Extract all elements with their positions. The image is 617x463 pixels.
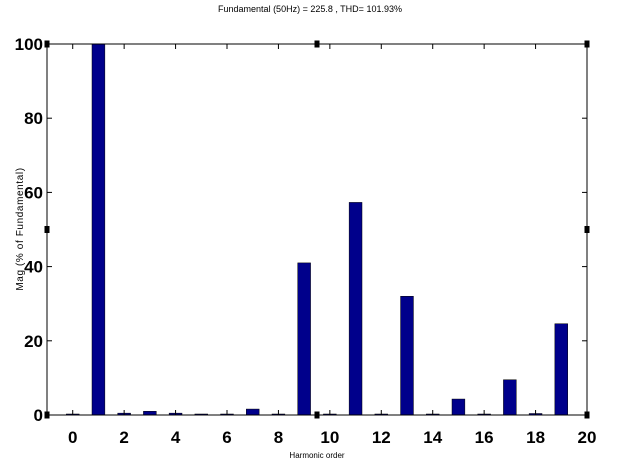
y-tick-label-0: 0: [34, 406, 43, 425]
selection-handles[interactable]: [44, 40, 590, 419]
x-tick-label-18: 18: [526, 428, 545, 447]
resize-handle-6[interactable]: [314, 411, 320, 419]
resize-handle-5[interactable]: [44, 411, 50, 419]
x-tick-label-4: 4: [171, 428, 181, 447]
x-axis-label: Harmonic order: [289, 451, 344, 460]
x-tick-label-16: 16: [475, 428, 494, 447]
x-tick-label-10: 10: [320, 428, 339, 447]
y-tick-label-80: 80: [24, 109, 43, 128]
bar-7: [246, 408, 260, 416]
bar-1: [91, 43, 106, 416]
x-tick-label-8: 8: [274, 428, 283, 447]
bar-9: [297, 262, 311, 416]
x-tick-label-0: 0: [68, 428, 77, 447]
resize-handle-4[interactable]: [584, 226, 590, 233]
y-axis-label: Mag (% of Fundamental): [15, 167, 26, 290]
plot-frame: [46, 43, 588, 416]
x-tick-label-14: 14: [423, 428, 442, 447]
y-tick-label-100: 100: [15, 35, 43, 54]
bar-3: [143, 411, 157, 416]
resize-handle-1[interactable]: [314, 40, 320, 48]
resize-handle-7[interactable]: [584, 411, 590, 419]
bar-11: [348, 202, 363, 416]
resize-handle-0[interactable]: [44, 40, 50, 48]
chart-title: Fundamental (50Hz) = 225.8 , THD= 101.93…: [218, 4, 402, 14]
x-tick-label-6: 6: [222, 428, 231, 447]
bars-group: [66, 43, 568, 416]
x-tick-label-20: 20: [578, 428, 597, 447]
resize-handle-2[interactable]: [584, 40, 590, 48]
x-tick-label-12: 12: [372, 428, 391, 447]
bar-13: [400, 296, 414, 416]
bar-17: [503, 379, 517, 416]
resize-handle-3[interactable]: [44, 226, 50, 233]
x-tick-label-2: 2: [119, 428, 128, 447]
ticks-group: 0 2 4 6 8 10 12 14 16 18 20 0 20 40 60 80 100: [15, 35, 597, 447]
y-tick-label-40: 40: [24, 258, 43, 277]
bar-19: [554, 323, 568, 416]
y-tick-label-60: 60: [24, 183, 43, 202]
bar-15: [451, 398, 466, 416]
y-tick-label-20: 20: [24, 332, 43, 351]
